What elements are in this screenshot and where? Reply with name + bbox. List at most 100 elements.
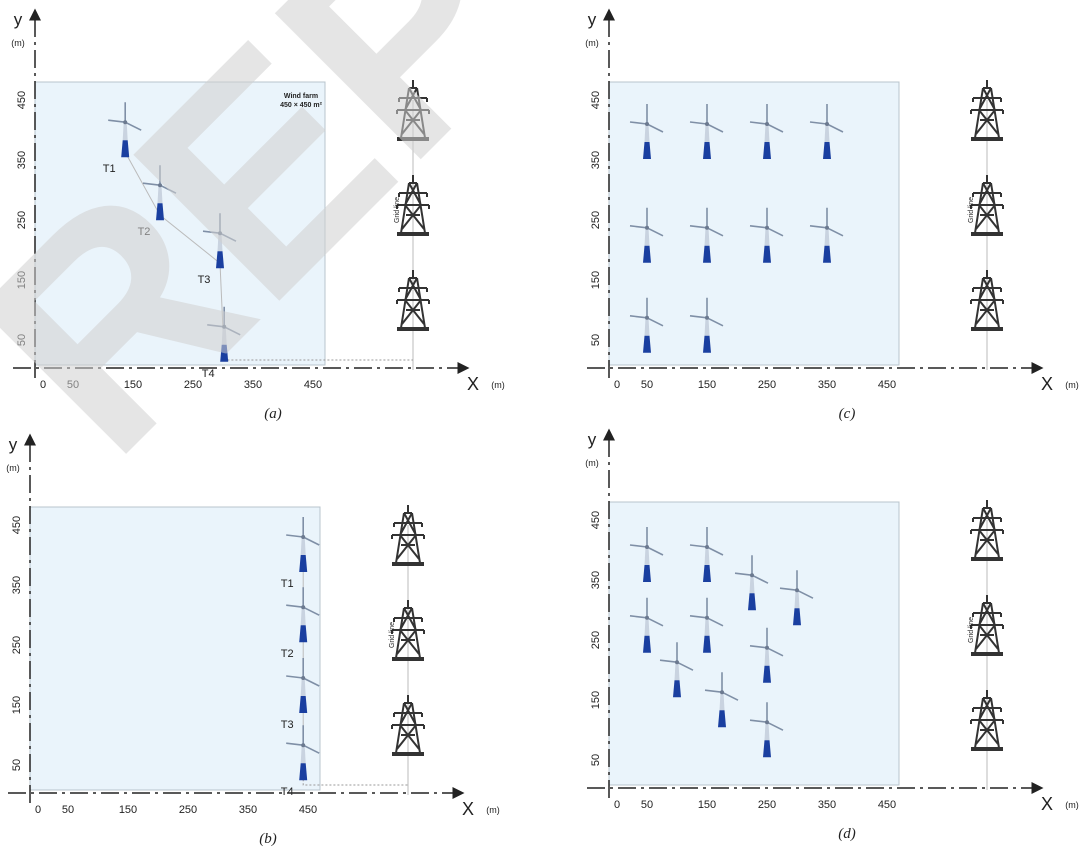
turbine-hub: [795, 588, 799, 592]
pylon-base: [392, 562, 424, 566]
panel: Grid liney(m)X(m)05015025035045050150250…: [585, 10, 1079, 422]
turbine-hub: [750, 573, 754, 577]
pylon-base: [397, 327, 429, 331]
y-tick-label: 350: [11, 576, 23, 594]
x-axis-label: X: [467, 374, 479, 394]
turbine-hub: [301, 743, 305, 747]
grid-label: Grid line: [389, 622, 396, 648]
x-tick-label: 0: [614, 379, 620, 391]
y-tick-label: 150: [11, 696, 23, 714]
x-tick-label: 350: [818, 799, 836, 811]
turbine-hub: [720, 690, 724, 694]
pylon-base: [971, 232, 1003, 236]
x-tick-label: 450: [299, 804, 317, 816]
x-tick-label: 50: [641, 799, 653, 811]
turbine-hub: [301, 676, 305, 680]
x-axis-unit: (m): [1065, 380, 1079, 390]
x-tick-label: 350: [239, 804, 257, 816]
turbine-hub: [645, 545, 649, 549]
x-tick-label: 450: [878, 379, 896, 391]
turbine-hub: [645, 316, 649, 320]
y-tick-label: 250: [590, 631, 602, 649]
y-axis-label: y: [14, 10, 23, 29]
turbine-hub: [765, 122, 769, 126]
caption: (c): [839, 406, 856, 422]
x-axis-label: X: [462, 799, 474, 819]
x-tick-label: 350: [818, 379, 836, 391]
pylon-base: [971, 747, 1003, 751]
figure: Grid line y (m) X (m) 0 50 150 250 350 450 50 150 250…: [0, 0, 1087, 852]
turbine-hub: [705, 226, 709, 230]
grid-label: Grid line: [968, 617, 975, 643]
y-tick-label: 450: [11, 516, 23, 534]
turbine-hub: [645, 616, 649, 620]
turbine-hub: [765, 720, 769, 724]
x-tick-label: 150: [698, 379, 716, 391]
caption: (a): [264, 406, 282, 422]
turbine-hub: [705, 545, 709, 549]
pylon-base: [392, 752, 424, 756]
turbine-hub: [705, 122, 709, 126]
y-axis-unit: (m): [6, 463, 20, 473]
turbine-hub: [301, 605, 305, 609]
caption: (b): [259, 831, 277, 847]
y-axis-label: y: [588, 10, 597, 29]
x-tick-label: 50: [62, 804, 74, 816]
pylon-base: [971, 137, 1003, 141]
x-axis-label: X: [1041, 794, 1053, 814]
x-tick-label: 450: [304, 379, 322, 391]
turbine-hub: [645, 226, 649, 230]
grid-label: Grid line: [968, 197, 975, 223]
pylon-base: [392, 657, 424, 661]
y-tick-label: 150: [590, 271, 602, 289]
x-tick-label: 50: [641, 379, 653, 391]
turbine-hub: [765, 646, 769, 650]
turbine-hub: [705, 316, 709, 320]
x-tick-label: 250: [179, 804, 197, 816]
y-tick-label: 50: [590, 334, 602, 346]
x-axis-unit: (m): [1065, 800, 1079, 810]
y-axis-unit: (m): [585, 38, 599, 48]
turbine-hub: [645, 122, 649, 126]
pylon-base: [971, 327, 1003, 331]
farm-area: [609, 502, 899, 785]
x-axis-label: X: [1041, 374, 1053, 394]
farm-area: [609, 82, 899, 365]
watermark: REP: [0, 0, 593, 513]
y-tick-label: 250: [11, 636, 23, 654]
y-tick-label: 450: [16, 91, 28, 109]
turbine-hub: [301, 535, 305, 539]
y-tick-label: 50: [11, 759, 23, 771]
y-axis-label: y: [588, 430, 597, 449]
turbine-hub: [825, 226, 829, 230]
x-axis-unit: (m): [486, 805, 500, 815]
y-axis-label: y: [9, 435, 18, 454]
caption: (d): [838, 826, 856, 842]
x-tick-label: 150: [698, 799, 716, 811]
turbine-hub: [765, 226, 769, 230]
x-tick-label: 0: [614, 799, 620, 811]
x-tick-label: 0: [35, 804, 41, 816]
turbine-label: T2: [281, 648, 294, 660]
y-axis-unit: (m): [585, 458, 599, 468]
pylon-base: [971, 557, 1003, 561]
page: {"watermark": "REP", "panels": [ {"capti…: [0, 0, 1087, 852]
x-tick-label: 250: [758, 379, 776, 391]
turbine-label: T4: [281, 786, 294, 798]
y-tick-label: 150: [590, 691, 602, 709]
panel: Grid line y (m) X (m) 0 50 150 250 350 450 50 150 250…: [6, 435, 500, 847]
pylon-base: [971, 652, 1003, 656]
x-axis-unit: (m): [491, 380, 505, 390]
y-tick-label: 450: [590, 91, 602, 109]
x-tick-label: 150: [119, 804, 137, 816]
turbine-label: T1: [281, 578, 294, 590]
y-tick-label: 350: [16, 151, 28, 169]
y-tick-label: 450: [590, 511, 602, 529]
y-axis-unit: (m): [11, 38, 25, 48]
turbine-hub: [825, 122, 829, 126]
y-tick-label: 350: [590, 571, 602, 589]
x-tick-label: 450: [878, 799, 896, 811]
farm-area: [30, 507, 320, 790]
turbine-hub: [675, 660, 679, 664]
